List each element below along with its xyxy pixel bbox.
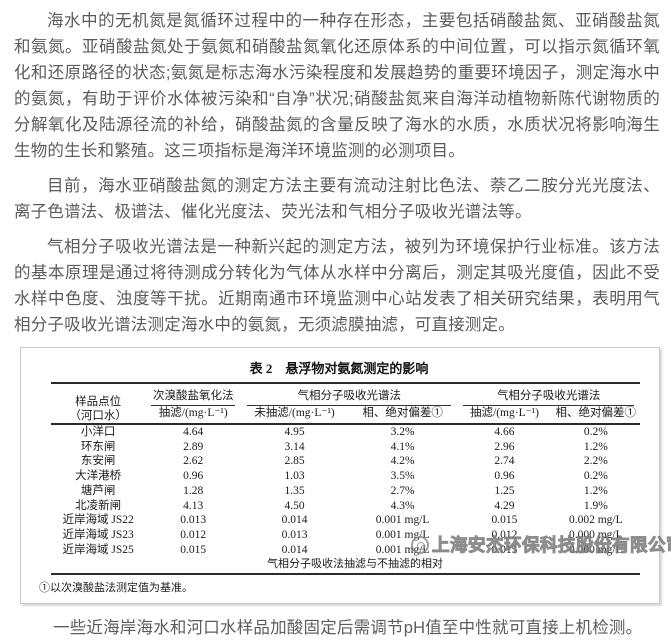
header-filtered-1: 抽滤/(mg·L⁻¹): [145, 406, 242, 425]
table-row: 近岸海域 JS22 0.013 0.014 0.001 mg/L 0.015 0…: [51, 513, 640, 528]
cell-site: 近岸海域 JS25: [62, 543, 134, 556]
header-unfiltered: 未抽滤/(mg·L⁻¹): [241, 406, 348, 425]
table-row: 环东闸 2.89 3.14 4.1% 2.96 1.2%: [51, 440, 640, 455]
paragraph-methods: 目前，海水亚硝酸盐氮的测定方法主要有流动注射比色法、萘乙二胺分光光度法、离子色谱…: [14, 177, 660, 221]
cell-site: 大洋港桥: [75, 470, 122, 483]
cell-deviation-filtered: 2.2%: [583, 455, 608, 468]
cell-hypobromite-filtered: 0.015: [180, 543, 207, 556]
cell-gas-unfiltered: 4.50: [284, 499, 305, 512]
header-group-gas-phase-1: 气相分子吸收光谱法: [241, 383, 457, 406]
paragraph-closing: 一些近海岸海水和河口水样品加酸固定后需调节pH值至中性就可直接上机检测。: [53, 619, 643, 638]
cell-site: 塘芦闸: [80, 484, 116, 497]
table-row: 东安闸 2.62 2.85 4.2% 2.74 2.2%: [51, 454, 640, 469]
cell-deviation-filtered: 1.2%: [583, 440, 608, 453]
ammonia-table: 样品点位 （河口水） 次溴酸盐氧化法 气相分子吸收光谱法 气相分子吸收光谱法 抽…: [51, 382, 640, 557]
cell-hypobromite-filtered: 1.28: [183, 484, 204, 497]
cell-deviation-unfiltered: 4.3%: [390, 499, 415, 512]
cell-gas-filtered: 1.25: [494, 484, 515, 497]
cell-hypobromite-filtered: 0.012: [180, 528, 207, 541]
header-deviation-1: 相、绝对偏差①: [347, 406, 458, 425]
paragraph-gas-phase: 气相分子吸收光谱法是一种新兴起的测定方法，被列为环境保护行业标准。该方法的基本原…: [14, 238, 660, 334]
cell-site: 东安闸: [80, 455, 116, 468]
cell-deviation-unfiltered: 0.001 mg/L: [375, 528, 430, 541]
cell-gas-filtered: 0.96: [494, 470, 515, 483]
table-row: 近岸海域 JS23 0.012 0.013 0.001 mg/L 0.012 0…: [51, 528, 640, 543]
cell-deviation-unfiltered: 4.1%: [390, 440, 415, 453]
cell-hypobromite-filtered: 0.96: [183, 470, 204, 483]
cell-gas-unfiltered: 0.014: [281, 543, 308, 556]
cell-gas-filtered: 2.96: [494, 440, 515, 453]
table-title: 表 2 悬浮物对氨氮测定的影响: [249, 361, 429, 376]
cell-gas-unfiltered: 1.03: [284, 470, 305, 483]
cell-gas-unfiltered: 4.95: [284, 426, 305, 438]
header-filtered-2: 抽滤/(mg·L⁻¹): [457, 406, 552, 425]
cell-gas-unfiltered: 3.14: [284, 440, 305, 453]
table-row: 塘芦闸 1.28 1.35 2.7% 1.25 1.2%: [51, 484, 640, 499]
cell-gas-filtered: 2.74: [494, 455, 515, 468]
table-row: 小洋口 4.64 4.95 3.2% 4.66 0.2%: [51, 424, 640, 440]
cell-hypobromite-filtered: 0.013: [180, 514, 207, 527]
cell-deviation-unfiltered: 0.001 mg/L: [375, 543, 430, 556]
cell-hypobromite-filtered: 4.13: [183, 499, 204, 512]
cell-gas-unfiltered: 1.35: [284, 484, 305, 497]
header-sample-line2: （河口水）: [69, 410, 127, 422]
cell-deviation-filtered: 1.2%: [583, 484, 608, 497]
cell-site: 小洋口: [80, 426, 116, 438]
cell-site: 近岸海域 JS22: [62, 514, 134, 527]
cell-deviation-filtered: 0.2%: [583, 470, 608, 483]
paragraph-intro: 海水中的无机氮是氮循环过程中的一种存在形态，主要包括硝酸盐氮、亚硝酸盐氮和氨氮。…: [14, 12, 660, 160]
cell-gas-unfiltered: 2.85: [284, 455, 305, 468]
cell-site: 近岸海域 JS23: [62, 528, 134, 541]
table-panel: 表 2 悬浮物对氨氮测定的影响 样品点位 （河口水） 次溴酸盐氧化法 气相分子吸…: [20, 347, 671, 605]
table-body: 小洋口 4.64 4.95 3.2% 4.66 0.2% 环东闸 2.89 3.…: [51, 424, 640, 557]
cell-gas-filtered: 4.66: [494, 426, 515, 438]
table-row: 大洋港桥 0.96 1.03 3.5% 0.96 0.2%: [51, 469, 640, 484]
cell-hypobromite-filtered: 4.64: [183, 426, 204, 438]
cell-hypobromite-filtered: 2.89: [183, 440, 204, 453]
header-deviation-2: 相、绝对偏差①: [551, 406, 640, 425]
cell-deviation-filtered: 0.002 mg/L: [568, 514, 623, 527]
header-group-gas-phase-2: 气相分子吸收光谱法: [457, 383, 640, 406]
header-sample-line1: 样品点位: [75, 396, 122, 408]
table-note: 气相分子吸收法抽滤与不抽滤的相对: [51, 557, 640, 576]
header-group-hypobromite: 次溴酸盐氧化法: [145, 383, 241, 406]
cell-deviation-filtered: 1.9%: [583, 499, 608, 512]
cell-deviation-unfiltered: 0.001 mg/L: [375, 514, 430, 527]
cell-deviation-unfiltered: 3.2%: [390, 426, 415, 438]
cell-deviation-filtered: 0.000 mg/L: [568, 528, 623, 541]
header-sample-site: 样品点位 （河口水）: [51, 383, 146, 425]
cell-gas-filtered: 0.015: [491, 543, 518, 556]
table-row: 近岸海域 JS25 0.015 0.014 0.001 mg/L 0.015 0…: [51, 543, 640, 558]
cell-gas-filtered: 0.012: [491, 528, 518, 541]
cell-deviation-filtered: 0.2%: [583, 426, 608, 438]
table-row: 北凌新闸 4.13 4.50 4.3% 4.29 1.9%: [51, 499, 640, 514]
cell-gas-filtered: 0.015: [491, 514, 518, 527]
cell-deviation-unfiltered: 2.7%: [390, 484, 415, 497]
cell-deviation-unfiltered: 3.5%: [390, 470, 415, 483]
table-footnote: ①以次溴酸盐法测定值为基准。: [39, 582, 193, 595]
table-header: 样品点位 （河口水） 次溴酸盐氧化法 气相分子吸收光谱法 气相分子吸收光谱法 抽…: [51, 383, 640, 425]
cell-gas-unfiltered: 0.013: [281, 528, 308, 541]
cell-site: 北凌新闸: [75, 499, 122, 512]
cell-hypobromite-filtered: 2.62: [183, 455, 204, 468]
cell-gas-filtered: 4.29: [494, 499, 515, 512]
cell-gas-unfiltered: 0.014: [281, 514, 308, 527]
cell-deviation-filtered: 0.000 mg/L: [568, 543, 623, 556]
cell-site: 环东闸: [80, 440, 116, 453]
cell-deviation-unfiltered: 4.2%: [390, 455, 415, 468]
